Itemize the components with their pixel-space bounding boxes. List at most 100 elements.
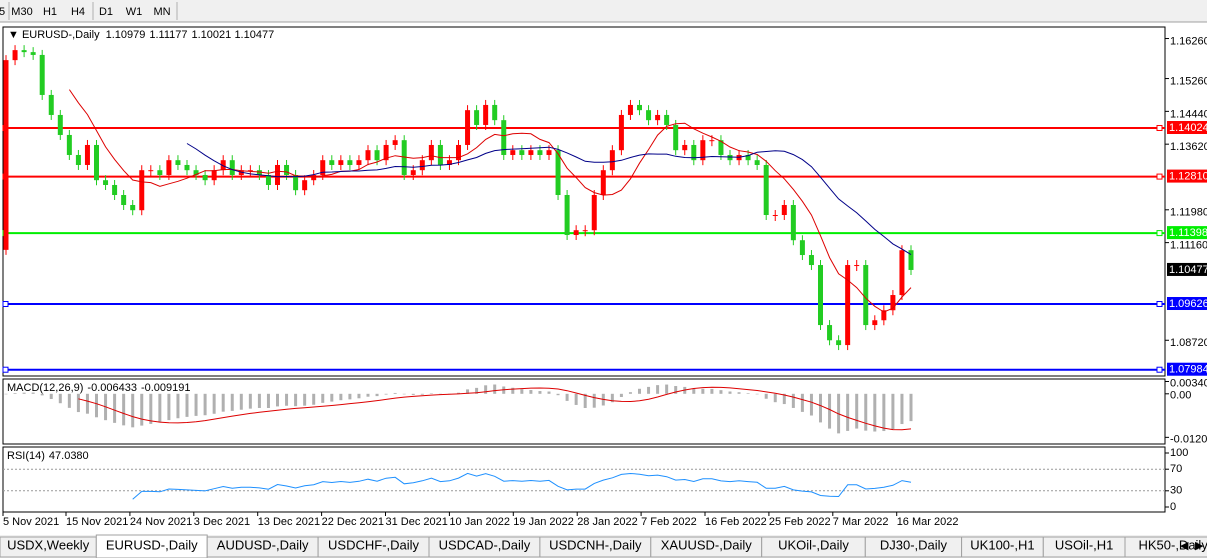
tab-label[interactable]: UK100-,H1 [970, 537, 1034, 552]
tab[interactable]: AUDUSD-,Daily [206, 536, 319, 558]
candle [709, 140, 715, 142]
tab[interactable]: HK50-,Daily [1124, 536, 1207, 558]
timeframe-button[interactable]: H1 [43, 6, 57, 18]
chart-header: ▼ EURUSD-,Daily 1.10979 1.11177 1.10021 1.10… [8, 29, 274, 41]
macd-histogram [402, 393, 406, 395]
candle [609, 150, 615, 171]
macd-histogram [628, 392, 632, 394]
tab[interactable]: XAUUSD-,Daily [650, 536, 763, 558]
timeframe-button[interactable]: MN [153, 6, 170, 18]
macd-histogram [610, 393, 614, 403]
date-label: 7 Mar 2022 [833, 516, 889, 528]
candle [863, 265, 869, 326]
candle [682, 144, 688, 151]
macd-histogram [257, 393, 261, 408]
tab-label[interactable]: USOil-,H1 [1055, 537, 1114, 552]
candle [3, 60, 9, 250]
macd-histogram [873, 393, 877, 432]
macd-histogram [619, 393, 623, 398]
candle [410, 170, 416, 175]
candle [673, 124, 679, 151]
tab-label[interactable]: USDCNH-,Daily [549, 537, 642, 552]
candle [546, 150, 552, 155]
candle [428, 144, 434, 161]
price-label: 1.11160 [1170, 240, 1207, 252]
candle [220, 160, 226, 171]
price-label: 1.16260 [1170, 35, 1207, 47]
timeframe-bar: 5 M30 H1 H4 D1 W1 MN [0, 2, 178, 20]
tab-label[interactable]: AUDUSD-,Daily [217, 537, 309, 552]
candle [302, 180, 308, 191]
macd-histogram [638, 388, 641, 394]
macd-histogram [303, 393, 307, 406]
macd-main: -0.006433 [87, 382, 137, 394]
candle [84, 144, 90, 165]
timeframe-button[interactable]: W1 [126, 6, 143, 18]
tab[interactable]: USDCAD-,Daily [428, 536, 541, 558]
macd-histogram [475, 387, 479, 394]
tab[interactable]: USOil-,H1 [1042, 536, 1126, 558]
scroll-right[interactable]: ▶ [1195, 540, 1204, 552]
candle [30, 52, 36, 55]
tab[interactable]: EURUSD-,Daily [95, 534, 208, 558]
tab[interactable]: USDX,Weekly [0, 536, 97, 558]
macd-histogram [384, 393, 388, 395]
level-label-box [1167, 297, 1207, 311]
tab-label[interactable]: USDCAD-,Daily [439, 537, 531, 552]
date-label: 19 Jan 2022 [513, 516, 574, 528]
candle [745, 154, 751, 161]
tab[interactable]: UK100-,H1 [961, 536, 1044, 558]
tab-label[interactable]: HK50-,Daily [1138, 537, 1207, 552]
candle [818, 265, 823, 326]
macd-histogram [230, 393, 234, 411]
low: 1.10021 [191, 29, 231, 41]
macd-histogram [221, 393, 225, 412]
candle [637, 104, 642, 111]
candle [799, 240, 805, 256]
rsi-value: 47.0380 [49, 450, 89, 462]
macd-histogram [864, 393, 868, 431]
tab[interactable]: USDCHF-,Daily [317, 536, 430, 558]
date-label: 5 Nov 2021 [3, 516, 59, 528]
timeframe-button[interactable]: 5 [0, 6, 5, 18]
candle [256, 170, 262, 175]
macd-histogram [701, 388, 705, 394]
tab-label[interactable]: XAUUSD-,Daily [661, 537, 753, 552]
candle [781, 205, 787, 216]
macd-histogram [330, 393, 334, 402]
macd-histogram [466, 389, 470, 394]
macd-histogram [891, 393, 895, 430]
tab-label[interactable]: USDX,Weekly [7, 537, 90, 552]
macd-histogram [746, 393, 750, 394]
tab-label[interactable]: DJ30-,Daily [880, 537, 948, 552]
macd-histogram [13, 393, 17, 394]
tab-label[interactable]: USDCHF-,Daily [328, 537, 420, 552]
candle [664, 114, 670, 125]
tab-label[interactable]: EURUSD-,Daily [106, 537, 198, 552]
candle [528, 150, 534, 155]
candle [519, 150, 525, 155]
candle [275, 164, 280, 185]
timeframe-button[interactable]: M30 [11, 6, 32, 18]
macd-histogram [176, 393, 180, 419]
tab-label[interactable]: UKOil-,Daily [778, 537, 849, 552]
tab[interactable]: DJ30-,Daily [864, 536, 963, 558]
macd-histogram [547, 391, 551, 394]
candle [836, 340, 842, 346]
tab[interactable]: USDCNH-,Daily [539, 536, 652, 558]
candle [483, 104, 489, 125]
candle [655, 114, 661, 121]
timeframe-button[interactable]: H4 [71, 6, 85, 18]
macd-histogram [357, 393, 361, 399]
scroll-left[interactable]: ◀ [1180, 540, 1189, 552]
macd-histogram [95, 393, 98, 418]
candle [193, 170, 199, 175]
tab[interactable]: UKOil-,Daily [761, 536, 866, 558]
level-handle [1156, 230, 1163, 237]
candle [591, 194, 597, 231]
macd-histogram [140, 393, 144, 426]
macd-histogram [909, 393, 913, 422]
macd-histogram [67, 393, 71, 408]
timeframe-button[interactable]: D1 [99, 6, 113, 18]
